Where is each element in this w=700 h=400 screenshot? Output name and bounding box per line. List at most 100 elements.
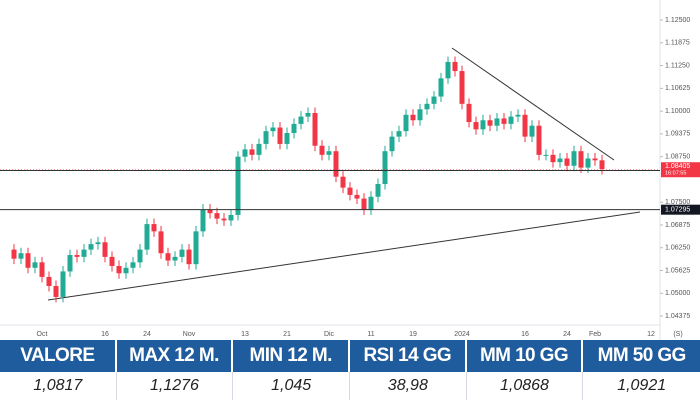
countdown: 16:07:55 [665,171,686,177]
candle-body [515,114,521,117]
x-tick-label: 24 [143,331,151,338]
candle-body [326,151,332,155]
x-tick-label: Oct [37,331,48,338]
y-tick-label: 1.06875 [665,222,690,229]
value-cell: 1,0868 [467,372,584,400]
candle-body [60,271,66,297]
candle-body [375,183,381,197]
candle-body [277,127,283,144]
y-tick-label: 1.12500 [665,17,690,24]
candle-body [221,218,227,221]
candle-body [158,231,164,254]
candle-body [501,118,507,124]
x-tick-label: 24 [563,331,571,338]
candle-body [291,123,297,133]
x-tick-label: 21 [283,331,291,338]
candle-body [312,112,318,146]
candle-body [109,256,115,266]
candle-body [403,114,409,132]
x-tick-label: 19 [409,331,417,338]
y-tick-label: 1.11875 [665,40,690,47]
y-tick-label: 1.10000 [665,108,690,115]
candle-body [263,131,269,144]
candle-body [564,158,570,166]
header-cell: MM 10 GG [467,340,584,372]
support-trendline [47,211,641,301]
candle-body [599,160,605,170]
candle-body [382,151,388,184]
candle-body [592,158,598,161]
candle-body [102,242,108,257]
y-tick-label: 1.08750 [665,154,690,161]
candle-body [193,231,199,265]
candle-body [46,276,52,287]
candle-body [165,253,171,261]
last-price-label: 1.08405 [665,163,690,170]
level-label: 1.07295 [665,207,690,214]
candle-body [361,198,367,210]
header-cell: MAX 12 M. [117,340,234,372]
header-cell: RSI 14 GG [350,340,467,372]
value-cell: 1,0921 [617,377,667,394]
x-tick-label: 11 [367,331,374,338]
x-tick-label: 16 [521,331,529,338]
last-price-bg [661,162,700,178]
candle-body [81,249,87,257]
candle-body [396,131,402,137]
candle-body [179,249,185,257]
x-tick-label: Feb [589,331,601,338]
candle-body [494,118,500,126]
candle-body [389,136,395,152]
candle-body [347,187,353,195]
candle-body [53,286,59,297]
y-tick-label: 1.05625 [665,267,690,274]
candle-body [459,71,465,104]
candle-body [319,145,325,155]
value-cell: 1,0817 [0,372,117,400]
header-cell: MIN 12 M. [233,340,350,372]
candle-body [571,151,577,166]
candle-body [466,103,472,123]
y-tick-label: 1.04375 [665,313,690,320]
candle-body [25,253,31,268]
table-header: VALORE MAX 12 M. MIN 12 M. RSI 14 GG MM 10 G… [0,340,700,372]
y-tick-label: 1.06250 [665,245,690,252]
candle-body [95,242,101,245]
candle-body [88,244,94,250]
candle-body [18,253,24,259]
candle-body [39,262,45,277]
stats-table: VALORE MAX 12 M. MIN 12 M. RSI 14 GG MM 10 G… [0,340,700,400]
axis-corner: (S) [673,331,682,338]
candle-body [431,96,437,104]
candle-body [578,151,584,168]
y-tick-label: 1.07500 [665,199,690,206]
header-cell: VALORE [0,340,117,372]
candle-body [354,194,360,199]
resistance-trendline [451,47,615,161]
candle-body [305,112,311,117]
candle-body [508,116,514,124]
candle-body [424,103,430,110]
x-tick-label: Dic [324,331,335,338]
candle-body [67,255,73,272]
y-tick-label: 1.11250 [665,62,690,69]
candle-body [557,158,563,163]
x-tick-label: 16 [101,331,109,338]
candle-body [11,249,17,259]
candle-body [137,249,143,263]
candle-body [550,154,556,163]
candle-body [340,176,346,188]
candle-body [74,255,80,257]
value-cell: 1,1276 [117,372,234,400]
chart: 1.12500 1.11875 1.11250 1.10625 1.10000 1.093… [0,0,700,340]
candle-body [368,196,374,210]
candle-body [298,116,304,124]
candle-body [473,122,479,130]
x-tick-label: 13 [241,331,249,338]
candle-body [333,151,339,177]
candle-body [452,61,458,72]
value-cell: 38,98 [350,372,467,400]
candle-body [214,213,220,219]
level-label-bg [661,204,700,215]
